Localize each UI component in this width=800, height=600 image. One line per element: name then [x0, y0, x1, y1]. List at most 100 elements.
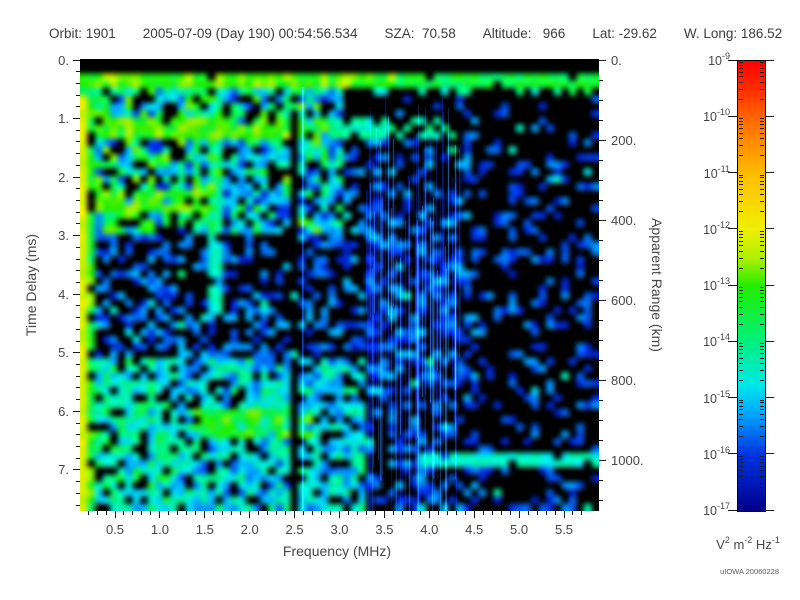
x-minor-tick: [491, 511, 493, 515]
colorbar-minor-tick: [739, 313, 743, 315]
y-right-minor-tick: [599, 279, 603, 281]
x-minor-tick: [392, 511, 394, 515]
colorbar-minor-tick: [739, 257, 743, 259]
x-tick-label: 2.0: [240, 522, 259, 537]
colorbar-minor-tick: [739, 357, 743, 359]
colorbar-minor-tick: [760, 475, 764, 477]
colorbar-tick-label: 10-11: [703, 163, 730, 181]
colorbar-minor-tick: [739, 346, 743, 348]
y-left-minor-tick: [76, 141, 80, 143]
colorbar-minor-tick: [739, 68, 743, 70]
colorbar-minor-tick: [760, 380, 764, 382]
x-major-tick: [159, 511, 161, 518]
x-minor-tick: [123, 511, 125, 515]
colorbar-minor-tick: [760, 201, 764, 203]
x-minor-tick: [330, 511, 332, 515]
x-minor-tick: [374, 511, 376, 515]
colorbar-minor-tick: [760, 194, 764, 196]
x-minor-tick: [581, 511, 583, 515]
colorbar-minor-tick: [760, 62, 764, 64]
y-left-minor-tick: [76, 246, 80, 248]
x-minor-tick: [258, 511, 260, 515]
y-left-minor-tick: [76, 71, 80, 73]
colorbar-minor-tick: [739, 353, 743, 355]
colorbar-major-tick: [766, 397, 774, 398]
y-left-major-tick: [73, 59, 80, 61]
x-tick-label: 3.0: [330, 522, 349, 537]
colorbar-minor-tick: [739, 128, 743, 130]
y-right-minor-tick: [599, 239, 603, 241]
colorbar-minor-tick: [739, 461, 743, 463]
colorbar-minor-tick: [739, 184, 743, 186]
y-right-tick-label: 1000.: [611, 452, 644, 468]
x-major-tick: [428, 511, 430, 518]
y-left-tick-label: 3.: [58, 228, 69, 244]
y-left-minor-tick: [76, 457, 80, 459]
header-altitude: Altitude: 966: [482, 26, 566, 41]
y-left-major-tick: [73, 235, 80, 237]
y-left-major-tick: [73, 293, 80, 295]
y-left-minor-tick: [76, 446, 80, 448]
header-datetime: 2005-07-09 (Day 190) 00:54:56.534: [142, 26, 358, 41]
colorbar-minor-tick: [760, 71, 764, 73]
y-left-major-tick: [73, 176, 80, 178]
colorbar-major-tick: [728, 453, 737, 455]
y-left-minor-tick: [76, 305, 80, 307]
colorbar-unit-label: V2 m-2 Hz-1: [716, 534, 780, 553]
colorbar-minor-tick: [739, 145, 743, 147]
colorbar-major-tick: [728, 115, 737, 117]
x-minor-tick: [267, 511, 269, 515]
colorbar-major-tick: [728, 397, 737, 398]
y-left-tick-label: 1.: [58, 111, 69, 127]
colorbar-minor-tick: [760, 287, 764, 289]
y-right-minor-tick: [599, 259, 603, 261]
y-right-minor-tick: [599, 359, 603, 361]
y-left-minor-tick: [76, 106, 80, 108]
colorbar-major-tick: [766, 59, 774, 61]
colorbar-minor-tick: [760, 177, 764, 179]
colorbar-tick-label: 10-16: [703, 444, 730, 462]
y-left-minor-tick: [76, 223, 80, 225]
colorbar-minor-tick: [739, 296, 743, 298]
y-left-major-tick: [73, 410, 80, 412]
colorbar-minor-tick: [760, 370, 764, 372]
colorbar-minor-tick: [739, 132, 743, 134]
colorbar-major-tick: [766, 340, 774, 342]
y-left-major-tick: [73, 352, 80, 354]
colorbar-minor-tick: [739, 188, 743, 190]
y-left-minor-tick: [76, 387, 80, 389]
x-minor-tick: [509, 511, 511, 515]
y-axis-right-title: Apparent Range (km): [649, 218, 665, 352]
colorbar-major-tick: [766, 172, 774, 173]
colorbar-minor-tick: [739, 402, 743, 404]
colorbar-major-tick: [728, 172, 737, 173]
colorbar-minor-tick: [760, 76, 764, 78]
colorbar-minor-tick: [739, 174, 743, 176]
y-left-minor-tick: [76, 258, 80, 260]
x-minor-tick: [276, 511, 278, 515]
colorbar-minor-tick: [739, 363, 743, 365]
colorbar-minor-tick: [739, 155, 743, 157]
x-minor-tick: [195, 511, 197, 515]
colorbar-minor-tick: [760, 128, 764, 130]
colorbar-minor-tick: [739, 201, 743, 203]
colorbar-minor-tick: [739, 370, 743, 372]
y-left-minor-tick: [76, 82, 80, 84]
colorbar-minor-tick: [760, 458, 764, 460]
x-tick-label: 5.0: [510, 522, 529, 537]
x-major-tick: [339, 511, 340, 518]
colorbar-tick-label: 10-15: [703, 388, 730, 406]
colorbar-major-tick: [766, 509, 774, 511]
colorbar-minor-tick: [760, 353, 764, 355]
y-right-minor-tick: [599, 319, 603, 321]
colorbar-minor-tick: [760, 257, 764, 259]
colorbar-major-tick: [728, 284, 737, 286]
y-left-tick-label: 5.: [58, 345, 69, 361]
colorbar-minor-tick: [739, 124, 743, 126]
y-left-major-tick: [73, 469, 80, 471]
colorbar-minor-tick: [760, 245, 764, 247]
colorbar-minor-tick: [739, 405, 743, 407]
x-minor-tick: [347, 511, 349, 515]
x-minor-tick: [455, 511, 457, 515]
colorbar-minor-tick: [739, 289, 743, 291]
